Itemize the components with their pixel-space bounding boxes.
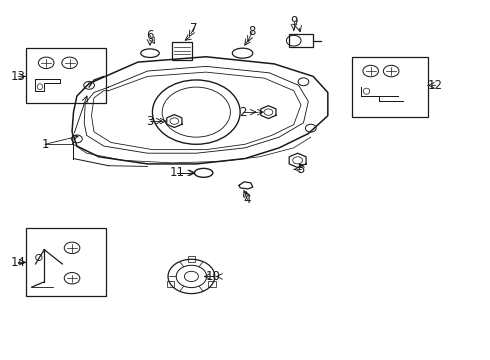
Text: 9: 9 (290, 14, 297, 27)
Text: 4: 4 (244, 193, 251, 206)
Text: 5: 5 (297, 163, 305, 176)
Text: 12: 12 (427, 79, 442, 92)
Bar (26, 48, 106, 103)
Bar (352, 57, 428, 117)
Text: 10: 10 (206, 270, 221, 283)
Text: 13: 13 (10, 70, 25, 83)
Text: 7: 7 (190, 22, 197, 35)
Bar (289, 34, 313, 47)
Text: 8: 8 (248, 25, 256, 38)
Bar (167, 282, 174, 287)
Bar (188, 256, 196, 262)
Text: 2: 2 (239, 105, 246, 119)
Text: 11: 11 (169, 166, 184, 179)
Text: 1: 1 (42, 138, 49, 151)
Text: 6: 6 (146, 29, 154, 42)
Text: 3: 3 (147, 114, 154, 127)
Bar (26, 228, 106, 296)
Bar (208, 282, 216, 287)
Text: 14: 14 (10, 256, 25, 269)
